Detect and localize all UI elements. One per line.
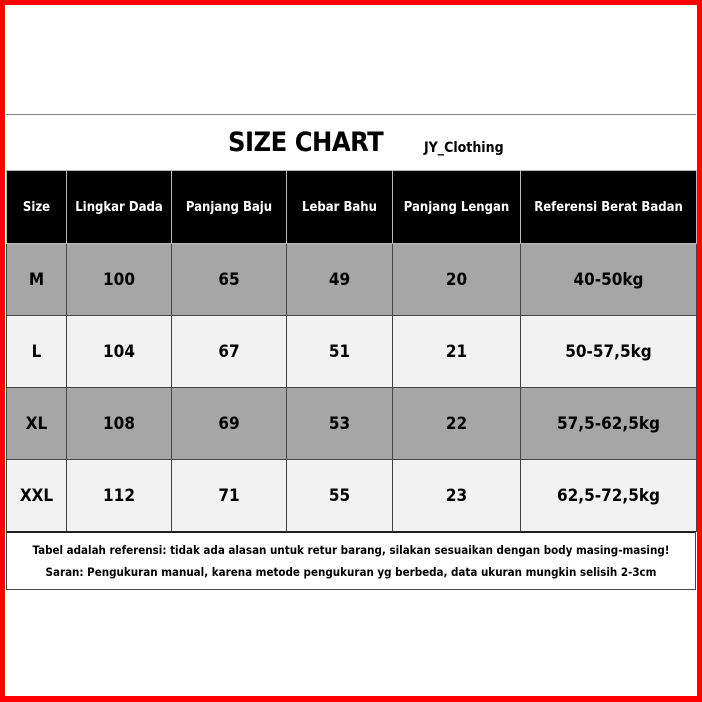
note-measurement: Saran: Pengukuran manual, karena metode … <box>45 565 657 579</box>
table-cell: 67 <box>171 315 287 388</box>
table-row: XXL 112 71 55 23 62,5-72,5kg <box>6 459 697 532</box>
header-size: Size <box>6 170 67 244</box>
brand-label: JY_Clothing <box>424 140 504 156</box>
table-cell: 104 <box>66 315 172 388</box>
table-cell: 55 <box>286 459 393 532</box>
table-cell: 50-57,5kg <box>520 315 697 388</box>
table-cell: 108 <box>66 387 172 460</box>
header-lebar-bahu: Lebar Bahu <box>286 170 393 244</box>
table-cell: M <box>6 243 67 316</box>
header-lingkar-dada: Lingkar Dada <box>66 170 172 244</box>
table-cell: 57,5-62,5kg <box>520 387 697 460</box>
table-cell: 22 <box>392 387 521 460</box>
header-panjang-lengan: Panjang Lengan <box>392 170 521 244</box>
table-cell: 53 <box>286 387 393 460</box>
table-cell: 23 <box>392 459 521 532</box>
table-cell: 51 <box>286 315 393 388</box>
size-table: Size Lingkar Dada Panjang Baju Lebar Bah… <box>6 170 697 532</box>
page-title: SIZE CHART <box>228 127 384 158</box>
notes: Tabel adalah referensi: tidak ada alasan… <box>6 531 696 590</box>
table-cell: 112 <box>66 459 172 532</box>
header-panjang-baju: Panjang Baju <box>171 170 287 244</box>
table-cell: 62,5-72,5kg <box>520 459 697 532</box>
table-cell: 20 <box>392 243 521 316</box>
header-row: Size Lingkar Dada Panjang Baju Lebar Bah… <box>6 170 697 244</box>
table-row: XL 108 69 53 22 57,5-62,5kg <box>6 387 697 460</box>
table-cell: XXL <box>6 459 67 532</box>
title-row: SIZE CHART JY_Clothing <box>6 114 696 171</box>
table-cell: 69 <box>171 387 287 460</box>
table-cell: 100 <box>66 243 172 316</box>
table-row: L 104 67 51 21 50-57,5kg <box>6 315 697 388</box>
table-row: M 100 65 49 20 40-50kg <box>6 243 697 316</box>
note-disclaimer: Tabel adalah referensi: tidak ada alasan… <box>32 543 670 557</box>
table-cell: 71 <box>171 459 287 532</box>
table-cell: 65 <box>171 243 287 316</box>
header-berat-badan: Referensi Berat Badan <box>520 170 697 244</box>
table-cell: XL <box>6 387 67 460</box>
table-cell: 21 <box>392 315 521 388</box>
table-cell: L <box>6 315 67 388</box>
table-cell: 49 <box>286 243 393 316</box>
table-cell: 40-50kg <box>520 243 697 316</box>
